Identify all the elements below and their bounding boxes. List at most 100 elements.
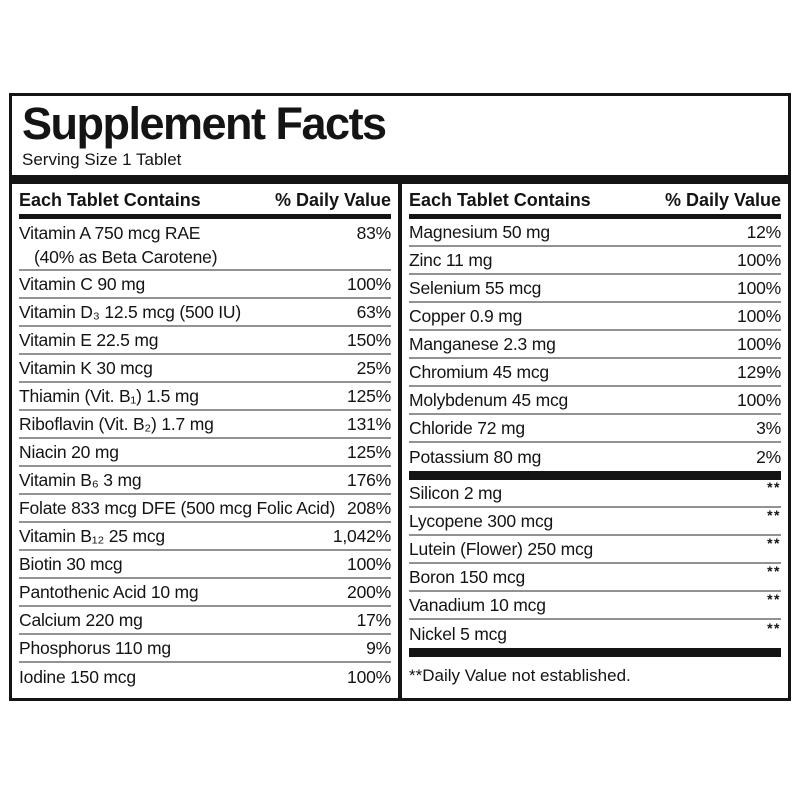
nutrient-daily-value: 17% [356, 609, 392, 630]
nutrient-row: Phosphorus 110 mg 9% [19, 635, 391, 664]
nutrient-daily-value: ** [767, 620, 781, 637]
nutrient-name: Pantothenic Acid 10 mg [19, 581, 199, 602]
nutrient-daily-value: 100% [737, 249, 781, 270]
nutrient-daily-value: ** [767, 591, 781, 608]
nutrient-name: Biotin 30 mcg [19, 553, 123, 574]
nutrient-row: Riboflavin (Vit. B₂) 1.7 mg 131% [19, 411, 391, 440]
nutrient-name: Niacin 20 mg [19, 441, 119, 462]
nutrient-name: Chromium 45 mcg [409, 361, 549, 382]
nutrient-row: Lycopene 300 mcg ** [409, 507, 781, 537]
nutrient-row: Potassium 80 mg 2% [409, 443, 781, 471]
section-thick-bar [409, 471, 781, 481]
nutrient-row: Manganese 2.3 mg 100% [409, 331, 781, 360]
nutrient-name: Selenium 55 mcg [409, 277, 542, 298]
nutrient-row: Silicon 2 mg ** [409, 479, 781, 509]
nutrient-name: Potassium 80 mg [409, 446, 542, 467]
footnote: **Daily Value not established. [409, 666, 631, 686]
header-contains-label: Each Tablet Contains [19, 190, 201, 211]
nutrient-name: Lycopene 300 mcg [409, 510, 554, 531]
column-left: Each Tablet Contains % Daily Value Vitam… [12, 184, 398, 698]
nutrient-daily-value: 100% [737, 333, 781, 354]
nutrient-row: Lutein (Flower) 250 mcg ** [409, 535, 781, 565]
nutrient-daily-value: 125% [347, 385, 391, 406]
nutrient-daily-value: 131% [347, 413, 391, 434]
header-contains-label: Each Tablet Contains [409, 190, 591, 211]
nutrient-row: Molybdenum 45 mcg 100% [409, 387, 781, 416]
top-thick-bar [12, 175, 788, 185]
nutrient-name: Copper 0.9 mg [409, 305, 523, 326]
header-thick-bar [19, 214, 391, 220]
serving-size: Serving Size 1 Tablet [22, 150, 182, 170]
nutrient-daily-value: 25% [356, 357, 392, 378]
nutrient-daily-value: 176% [347, 469, 391, 490]
nutrient-daily-value: 100% [347, 553, 391, 574]
nutrient-daily-value: 2% [756, 446, 781, 467]
nutrient-name: Magnesium 50 mg [409, 221, 550, 242]
nutrient-name: Silicon 2 mg [409, 482, 502, 503]
nutrient-row: Pantothenic Acid 10 mg 200% [19, 579, 391, 608]
nutrient-daily-value: 100% [347, 666, 391, 687]
nutrient-row: Vitamin B₆ 3 mg 176% [19, 467, 391, 496]
nutrient-name: Chloride 72 mg [409, 417, 525, 438]
nutrient-name: Zinc 11 mg [409, 249, 493, 270]
nutrient-row: Calcium 220 mg 17% [19, 607, 392, 636]
nutrient-name: Vitamin A 750 mcg RAE (40% as Beta Carote… [19, 222, 217, 269]
nutrient-name: Nickel 5 mcg [409, 623, 507, 644]
nutrient-name: Thiamin (Vit. B₁) 1.5 mg [19, 385, 199, 406]
nutrient-name: Vitamin C 90 mg [19, 273, 146, 294]
nutrient-name: Vitamin D₃ 12.5 mcg (500 IU) [19, 301, 241, 322]
nutrient-row: Biotin 30 mcg 100% [19, 551, 391, 580]
nutrient-daily-value: 100% [347, 273, 391, 294]
nutrient-name: Calcium 220 mg [19, 609, 143, 630]
page-title: Supplement Facts [22, 98, 387, 149]
nutrient-name-line2: (40% as Beta Carotene) [34, 246, 218, 267]
nutrient-name: Vitamin K 30 mcg [19, 357, 153, 378]
nutrient-daily-value: 9% [366, 637, 391, 658]
nutrient-row: Zinc 11 mg 100% [409, 247, 781, 276]
nutrient-daily-value: 3% [756, 417, 781, 438]
nutrient-daily-value: 63% [356, 301, 392, 322]
column-right: Each Tablet Contains % Daily Value Magne… [402, 184, 788, 698]
nutrient-name: Folate 833 mcg DFE (500 mcg Folic Acid) [19, 497, 336, 518]
nutrient-daily-value: ** [767, 535, 781, 552]
nutrient-name-line1: Vitamin A 750 mcg RAE [19, 223, 201, 244]
nutrient-name: Vitamin B₁₂ 25 mcg [19, 525, 165, 546]
nutrient-row: Magnesium 50 mg 12% [409, 219, 782, 248]
nutrient-row: Selenium 55 mcg 100% [409, 275, 781, 304]
column-divider [398, 184, 402, 698]
nutrient-daily-value: 200% [347, 581, 391, 602]
header-thick-bar [409, 214, 781, 220]
nutrient-daily-value: 150% [347, 329, 391, 350]
supplement-facts-label: Supplement Facts Serving Size 1 Tablet E… [9, 93, 791, 701]
nutrient-daily-value: ** [767, 507, 781, 524]
nutrient-daily-value: 1,042% [332, 525, 391, 546]
nutrient-row: Boron 150 mcg ** [409, 563, 781, 593]
nutrient-row: Nickel 5 mcg ** [409, 620, 781, 648]
nutrient-name: Lutein (Flower) 250 mcg [409, 538, 594, 559]
nutrient-rows-right: Magnesium 50 mg 12% Zinc 11 mg 100% Selenium… [409, 219, 782, 658]
nutrient-row: Iodine 150 mcg 100% [19, 663, 391, 691]
nutrient-name: Vanadium 10 mcg [409, 594, 546, 615]
section-thick-bar [409, 648, 781, 658]
nutrient-row: Folate 833 mcg DFE (500 mcg Folic Acid) 2… [19, 495, 391, 524]
column-right-header: Each Tablet Contains % Daily Value [409, 184, 781, 214]
nutrient-row: Vitamin C 90 mg 100% [19, 271, 391, 300]
header-daily-value-label: % Daily Value [664, 190, 781, 211]
nutrient-row: Vitamin K 30 mcg 25% [19, 355, 392, 384]
nutrient-row: Chromium 45 mcg 129% [409, 359, 781, 388]
nutrient-row: Chloride 72 mg 3% [409, 415, 781, 444]
nutrient-row: Thiamin (Vit. B₁) 1.5 mg 125% [19, 383, 391, 412]
nutrient-rows-left: Vitamin A 750 mcg RAE (40% as Beta Carote… [19, 219, 391, 691]
nutrient-name: Boron 150 mcg [409, 566, 526, 587]
nutrient-name: Iodine 150 mcg [19, 666, 136, 687]
header-daily-value-label: % Daily Value [274, 190, 391, 211]
column-left-header: Each Tablet Contains % Daily Value [19, 184, 391, 214]
nutrient-row: Vitamin A 750 mcg RAE (40% as Beta Carote… [19, 219, 391, 272]
nutrient-row: Vitamin D₃ 12.5 mcg (500 IU) 63% [19, 299, 392, 328]
nutrient-row: Copper 0.9 mg 100% [409, 303, 781, 332]
label-header: Supplement Facts Serving Size 1 Tablet [12, 96, 788, 170]
nutrient-name: Molybdenum 45 mcg [409, 389, 569, 410]
nutrient-name: Vitamin B₆ 3 mg [19, 469, 142, 490]
nutrient-daily-value: 12% [746, 221, 782, 242]
nutrient-name: Riboflavin (Vit. B₂) 1.7 mg [19, 413, 214, 434]
